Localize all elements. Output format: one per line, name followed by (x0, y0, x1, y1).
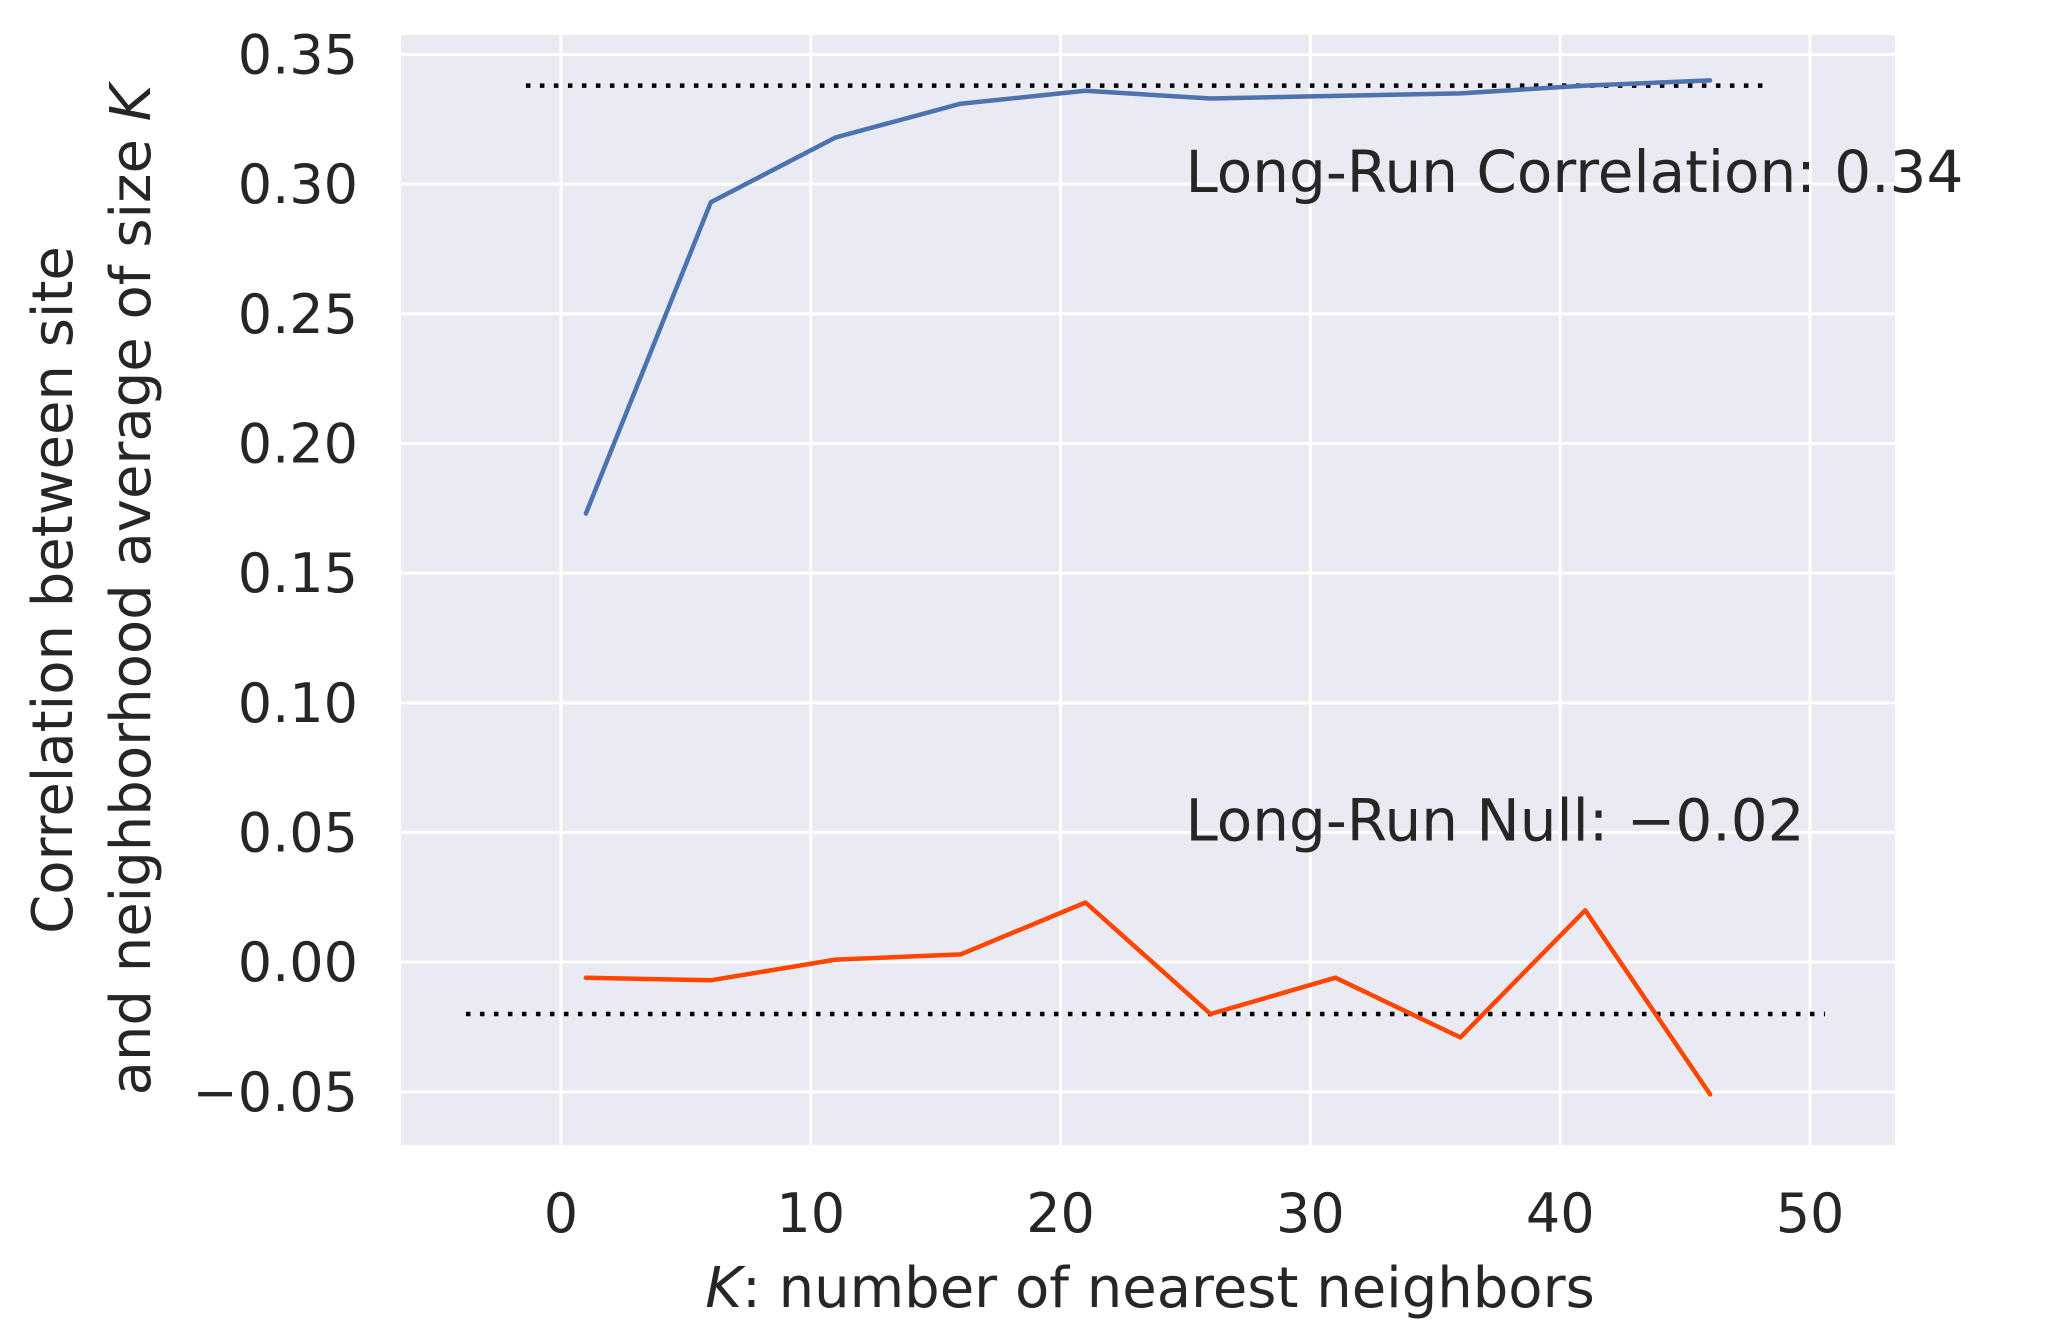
y-tick-label: 0.00 (238, 931, 358, 994)
y-tick-label: 0.35 (238, 23, 358, 86)
annotation-label: Long-Run Null: −0.02 (1185, 786, 1804, 854)
x-tick-label: 10 (776, 1182, 845, 1245)
y-axis-label-line1: Correlation between site (21, 246, 86, 934)
y-tick-labels: −0.05 0.00 0.05 0.10 0.15 0.20 0.25 0.30 0.35 (193, 23, 358, 1123)
y-axis-label-line2: and neighborhood average of size K (99, 80, 164, 1095)
x-axis-label: K: number of nearest neighbors (705, 1256, 1595, 1321)
y-tick-label: −0.05 (193, 1061, 358, 1124)
y-axis-label: Correlation between site and neighborhoo… (21, 80, 164, 1095)
x-tick-label: 50 (1776, 1182, 1845, 1245)
x-tick-labels: 0 10 20 30 40 50 (544, 1182, 1845, 1245)
series-line-1 (583, 78, 1713, 516)
annotations: Long-Run Correlation: 0.34 Long-Run Null:… (1185, 138, 1963, 854)
y-tick-label: 0.15 (238, 542, 358, 605)
annotation-label: Long-Run Correlation: 0.34 (1185, 138, 1963, 206)
y-tick-label: 0.10 (238, 672, 358, 735)
y-tick-label: 0.20 (238, 412, 358, 475)
series-lines (583, 78, 1713, 1097)
x-tick-label: 30 (1276, 1182, 1345, 1245)
series-line-2 (583, 900, 1713, 1097)
y-tick-label: 0.05 (238, 801, 358, 864)
x-tick-label: 0 (544, 1182, 578, 1245)
grid-lines (401, 35, 1895, 1145)
y-tick-label: 0.25 (238, 283, 358, 346)
reference-lines (465, 83, 1826, 1017)
x-tick-label: 20 (1026, 1182, 1095, 1245)
x-tick-label: 40 (1526, 1182, 1595, 1245)
y-tick-label: 0.30 (238, 153, 358, 216)
